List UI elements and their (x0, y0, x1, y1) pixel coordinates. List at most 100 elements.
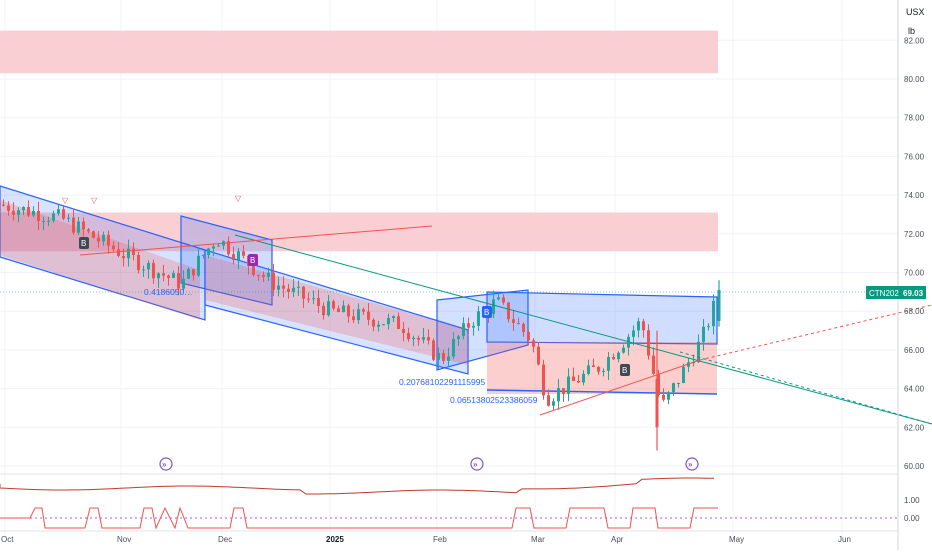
resistance-zone (0, 30, 718, 74)
candle-body (142, 269, 145, 271)
candle-body (382, 324, 385, 326)
currency-label: USX (906, 7, 925, 17)
candle-body (317, 298, 320, 306)
sell-arrow: ▽ (62, 196, 69, 205)
candle-body (407, 332, 410, 340)
candle-body (417, 337, 420, 340)
candle-body (57, 209, 60, 214)
candle-body (257, 274, 260, 276)
candle-body (32, 210, 35, 216)
candle-body (7, 205, 10, 211)
box-channel (180, 215, 273, 306)
candle-body (387, 318, 390, 325)
indicator-line-signal (0, 506, 718, 530)
candle-body (302, 286, 305, 299)
annotation-channel-3: 0.4186050… (144, 287, 193, 297)
x-tick-label: Feb (433, 535, 447, 544)
x-tick-label: Mar (531, 535, 545, 544)
candle-body (587, 365, 590, 374)
candle-body (357, 309, 360, 321)
candle-body (562, 388, 565, 394)
sell-arrow: ▽ (91, 196, 98, 205)
candle-body (567, 376, 570, 394)
candle-body (177, 273, 180, 289)
candle-body (52, 213, 55, 221)
down-zone-red (0, 200, 200, 320)
candle-body (547, 395, 550, 406)
candle-body (687, 362, 690, 367)
x-tick-label: Nov (117, 535, 131, 544)
candle-body (42, 220, 45, 222)
candle-body (507, 302, 510, 320)
forward-arrow-circle (470, 457, 484, 471)
candle-body (187, 269, 190, 279)
candle-body (87, 229, 90, 232)
candle-body (297, 286, 300, 288)
candle-body (17, 210, 20, 215)
candle-body (312, 298, 315, 300)
candle-body (632, 330, 635, 337)
candle-body (512, 319, 515, 323)
candle-body (277, 285, 280, 290)
trend-line-red-2 (539, 359, 701, 416)
down-channel-2 (204, 249, 469, 375)
candle-body (327, 301, 330, 316)
candle-body (82, 221, 85, 230)
candle-body (232, 254, 235, 260)
candle-body (147, 262, 150, 270)
candle-body (472, 325, 475, 328)
candle-body (137, 255, 140, 271)
candle-body (197, 255, 200, 276)
y-tick-label: 70.00 (904, 269, 925, 278)
candle-body (697, 341, 700, 363)
x-tick-label: May (729, 535, 744, 544)
signal-marker: B (620, 364, 630, 376)
candle-body (367, 311, 370, 320)
y-tick-label: 72.00 (904, 230, 925, 239)
signal-marker: B (248, 254, 258, 266)
indicator-tick-label: 0.00 (904, 514, 920, 523)
signal-marker-bg (79, 237, 89, 249)
candle-body (212, 246, 215, 249)
candle-body (237, 251, 240, 260)
candle-body (97, 237, 100, 242)
candle-body (492, 299, 495, 314)
candle-body (337, 308, 340, 313)
x-tick-label: 2025 (326, 535, 344, 544)
candle-body (402, 328, 405, 333)
candle-body (307, 298, 310, 300)
forward-arrow-glyph: » (688, 460, 693, 469)
candle-body (457, 336, 460, 340)
annotation-channel-1: 0.20768102291115995 (399, 377, 485, 387)
candle-body (612, 357, 615, 360)
x-tick-label: Oct (1, 535, 14, 544)
candle-body (572, 376, 575, 381)
candle-body (287, 288, 290, 292)
forward-arrow-icon: » (470, 457, 484, 471)
unit-label: lb (908, 26, 915, 36)
indicator-line-volatility (0, 477, 715, 495)
y-tick-label: 78.00 (904, 114, 925, 123)
candle-body (397, 316, 400, 329)
signal-marker: B (482, 306, 492, 318)
candle-body (157, 273, 160, 279)
signal-marker-label: B (622, 366, 627, 375)
sell-arrow: ▽ (235, 194, 242, 203)
forward-arrow-circle (685, 457, 699, 471)
candle-body (37, 210, 40, 221)
candle-body (332, 301, 335, 309)
candle-body (432, 340, 435, 360)
candle-body (127, 248, 130, 259)
y-tick-label: 60.00 (904, 462, 925, 471)
candle-body (227, 241, 230, 255)
candle-body (72, 217, 75, 233)
y-tick-label: 74.00 (904, 191, 925, 200)
y-tick-label: 68.00 (904, 307, 925, 316)
candle-body (132, 248, 135, 256)
candle-body (637, 321, 640, 331)
y-tick-label: 66.00 (904, 346, 925, 355)
candle-body (252, 266, 255, 275)
